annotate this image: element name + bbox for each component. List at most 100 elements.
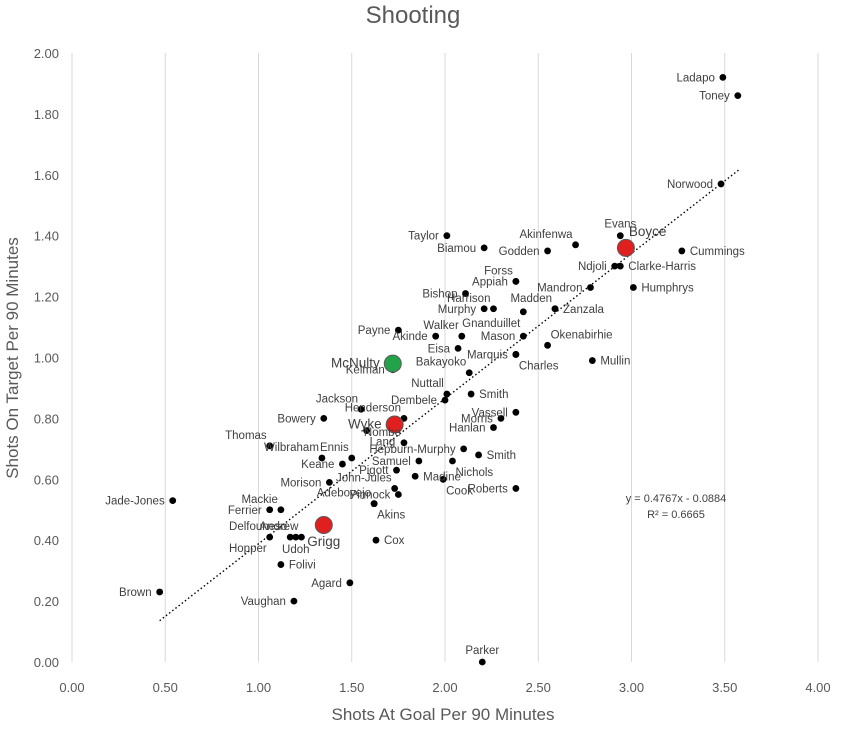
- data-point-label: Jade-Jones: [105, 496, 165, 508]
- data-point-label: Wilbraham: [264, 442, 319, 454]
- x-tick-label: 2.50: [526, 680, 551, 695]
- data-point-label: Appiah: [472, 276, 508, 288]
- highlight-label: Boyce: [629, 224, 667, 239]
- x-tick-label: 1.00: [246, 680, 271, 695]
- highlight-point: [385, 415, 404, 434]
- trendline: [159, 168, 741, 622]
- data-point-label: Mason: [481, 331, 516, 343]
- data-point: [277, 506, 285, 514]
- data-point: [370, 500, 378, 508]
- data-point-label: Bakayoko: [416, 357, 467, 369]
- data-point: [717, 180, 725, 188]
- data-point-label: Vaughan: [241, 596, 286, 608]
- x-tick-label: 4.00: [805, 680, 830, 695]
- data-point: [519, 308, 527, 316]
- data-point-label: Cox: [384, 535, 405, 547]
- data-point: [266, 533, 274, 541]
- highlight-label: McNulty: [331, 356, 380, 371]
- data-point-label: Morison: [280, 477, 321, 489]
- data-point-label: Pigott: [359, 465, 389, 477]
- data-point-label: Smith: [487, 450, 516, 462]
- data-point-label: John-Jules: [336, 472, 392, 484]
- data-point-label: Adeboyejo: [317, 488, 371, 500]
- data-point-label: Payne: [358, 325, 391, 337]
- data-point-label: Folivi: [289, 560, 316, 572]
- data-point: [394, 326, 402, 334]
- data-point: [346, 579, 354, 587]
- x-tick-label: 0.00: [59, 680, 84, 695]
- data-point-label: Ladapo: [677, 72, 715, 84]
- data-point-label: Taylor: [408, 231, 439, 243]
- data-point: [363, 427, 371, 434]
- y-tick-label: 1.60: [34, 168, 59, 183]
- data-point-label: Mackie: [241, 494, 277, 506]
- data-point: [458, 332, 466, 340]
- data-point-label: Ferrier: [228, 505, 262, 517]
- data-point: [290, 597, 298, 605]
- x-tick-label: 3.00: [619, 680, 644, 695]
- data-point: [512, 277, 520, 285]
- x-tick-label: 0.50: [153, 680, 178, 695]
- data-point-label: Murphy: [438, 304, 477, 316]
- y-tick-label: 1.40: [34, 229, 59, 244]
- data-point-label: Hopper: [229, 543, 267, 555]
- trend-equation: y = 0.4767x - 0.0884: [626, 493, 727, 505]
- x-tick-label: 3.50: [712, 680, 737, 695]
- data-point-label: Morris: [461, 413, 493, 425]
- data-point-label: Nuttall: [411, 378, 444, 390]
- data-point-label: Akinde: [393, 331, 428, 343]
- data-point: [400, 439, 408, 447]
- data-point-label: Keane: [301, 459, 334, 471]
- data-point-label: Lang: [370, 437, 396, 449]
- trend-layer: [159, 168, 741, 622]
- data-point: [339, 460, 346, 468]
- data-point: [454, 344, 462, 352]
- data-point-label: Parker: [465, 645, 499, 657]
- trend-r2: R² = 0.6665: [647, 509, 705, 521]
- data-point: [357, 405, 365, 413]
- y-tick-label: 0.20: [34, 594, 59, 609]
- chart-title: Shooting: [366, 2, 461, 29]
- data-point-label: Bowery: [277, 413, 316, 425]
- data-point-label: Clarke-Harris: [628, 261, 696, 273]
- data-point-label: Jackson: [316, 393, 358, 405]
- data-point: [734, 92, 742, 100]
- data-point: [156, 588, 164, 596]
- data-point-label: Udoh: [282, 544, 310, 556]
- data-point: [169, 497, 177, 505]
- data-point: [411, 472, 419, 480]
- data-point: [475, 451, 482, 459]
- data-point: [394, 491, 402, 498]
- data-point-label: Madden: [510, 293, 552, 305]
- data-point-label: Madine: [423, 471, 461, 483]
- data-point: [519, 332, 527, 340]
- highlight-point: [314, 515, 333, 534]
- data-point-label: Forss: [484, 265, 513, 277]
- data-point: [443, 390, 451, 398]
- data-point-label: Okenabirhie: [551, 329, 613, 341]
- data-point-label: Biamou: [437, 243, 476, 255]
- data-point-label: Cook: [446, 485, 473, 497]
- data-point: [325, 478, 333, 486]
- data-point: [372, 536, 380, 544]
- data-point-label: Brown: [119, 587, 152, 599]
- data-point: [490, 305, 497, 313]
- grid-layer: [71, 53, 819, 662]
- data-point: [616, 232, 624, 240]
- data-point: [480, 244, 488, 252]
- label-layer: Ladapo Toney Norwood Evans Cummings Ndjoli Cla…: [105, 72, 745, 657]
- data-point-label: Mandron: [537, 282, 582, 294]
- data-point: [460, 445, 468, 453]
- y-axis-title: Shots On Target Per 90 Minutes: [3, 237, 22, 479]
- data-point: [588, 357, 596, 364]
- data-point: [478, 658, 486, 666]
- data-point-label: Andrew: [259, 521, 299, 533]
- highlight-point: [383, 354, 402, 373]
- data-point-label: Humphrys: [641, 282, 694, 294]
- data-point: [497, 415, 505, 422]
- data-point: [629, 284, 637, 291]
- data-point: [266, 506, 274, 514]
- data-point-label: Thomas: [225, 430, 267, 442]
- data-point: [678, 247, 686, 255]
- y-tick-label: 1.20: [34, 290, 59, 305]
